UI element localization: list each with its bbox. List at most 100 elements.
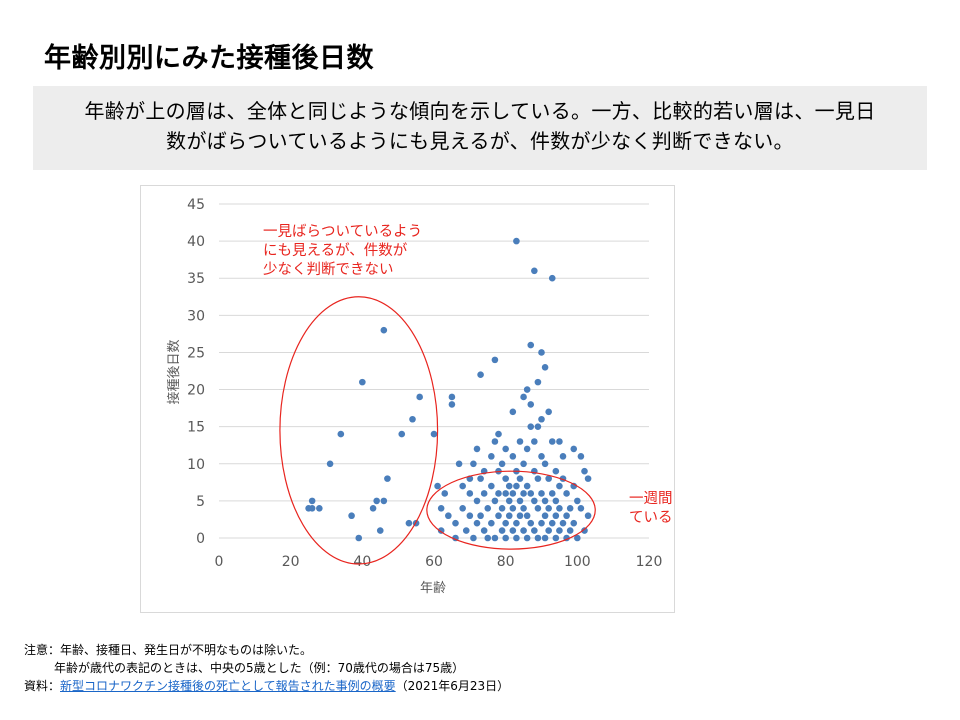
scatter-chart: 0 5 10 15 20 25 30 35 40 45 0 20 40 60 80 100 120 年齢 接種後… [166,197,674,596]
annotation-1-line: 一見ばらついているよう [263,223,422,240]
data-point [437,527,445,534]
data-point [563,512,570,520]
data-point [552,467,560,475]
data-point [541,534,549,542]
data-point [516,497,524,505]
data-point [502,445,509,453]
data-point [484,505,492,512]
data-point [538,490,545,497]
data-point [538,519,545,527]
data-point [516,438,524,445]
y-tick-label: 35 [187,271,205,287]
data-point [373,497,380,505]
data-point [577,505,585,512]
data-point [541,512,549,520]
data-point [513,534,520,542]
data-point [545,505,552,512]
data-point [459,482,466,490]
y-tick-label: 5 [196,494,205,510]
page-title: 年齢別別にみた接種後日数 [44,43,374,74]
data-point [498,505,506,512]
y-axis-label: 接種後日数 [166,339,182,404]
summary-line-1: 年齢が上の層は、全体と同じような傾向を示している。一方、比較的若い層は、一見日 [84,99,876,123]
data-point [348,512,355,520]
data-point [416,393,423,401]
y-tick-label: 30 [187,308,205,324]
data-point [376,527,384,534]
data-point [491,438,499,445]
data-point [520,460,527,468]
x-tick-label: 60 [425,554,443,570]
data-point [523,445,531,453]
data-point [548,519,556,527]
data-point [326,460,334,468]
data-point [380,497,388,505]
data-point [520,505,527,512]
data-point [570,519,578,527]
note-age-rule: 年齢が歳代の表記のときは、中央の5歳とした（例：70歳代の場合は75歳） [54,661,465,675]
data-point [369,505,377,512]
data-point [434,482,441,490]
data-point [505,512,513,520]
data-point [452,519,459,527]
data-point [566,527,574,534]
y-tick-label: 25 [187,345,205,361]
source-prefix: 資料： [24,679,61,693]
data-point [531,267,538,275]
x-tick-label: 120 [636,554,663,570]
data-point [541,363,549,371]
data-point [455,460,463,468]
x-tick-label: 0 [215,554,224,570]
data-point [516,512,524,520]
data-point [559,519,567,527]
data-point [545,475,552,482]
data-point [552,534,560,542]
data-point [384,475,391,482]
source-link[interactable]: 新型コロナワクチン接種後の死亡として報告された事例の概要 [60,679,396,693]
data-point [534,378,542,386]
data-point [523,482,531,490]
data-point [513,482,520,490]
data-point [556,527,563,534]
data-point [491,497,499,505]
data-point [491,534,499,542]
data-point [552,497,560,505]
data-point [538,415,545,423]
data-point [574,534,581,542]
note-exclusion: 注意：年齢、接種日、発生日が不明なものは除いた。 [24,643,313,657]
data-point [502,534,509,542]
annotation-1-line: 少なく判断できない [263,261,394,278]
data-point [566,505,574,512]
data-point [405,519,413,527]
data-point [527,341,535,349]
data-point [380,326,388,334]
data-point [509,408,517,416]
data-point [523,386,531,393]
data-point [520,527,527,534]
data-point [531,438,538,445]
data-point [495,512,502,520]
x-tick-label: 100 [564,554,591,570]
data-point [502,519,509,527]
data-point [509,505,517,512]
annotation-1-line: にも見えるが、件数が [263,242,408,259]
source-suffix: （2021年6月23日） [395,679,510,693]
data-point [466,490,474,497]
data-point [505,482,513,490]
data-point [527,519,535,527]
data-point [538,453,545,460]
data-point [574,497,581,505]
data-point [491,356,499,364]
data-point [523,534,531,542]
data-point [577,453,585,460]
x-tick-label: 80 [497,554,515,570]
y-tick-label: 15 [187,420,205,436]
data-point [445,512,452,520]
data-point [581,467,588,475]
data-point [473,519,481,527]
data-point [556,438,563,445]
data-point [527,490,535,497]
x-axis-label: 年齢 [420,581,446,596]
data-point [513,237,520,245]
tick-labels: 0 5 10 15 20 25 30 35 40 45 0 20 40 60 80 100 120 [187,197,662,570]
